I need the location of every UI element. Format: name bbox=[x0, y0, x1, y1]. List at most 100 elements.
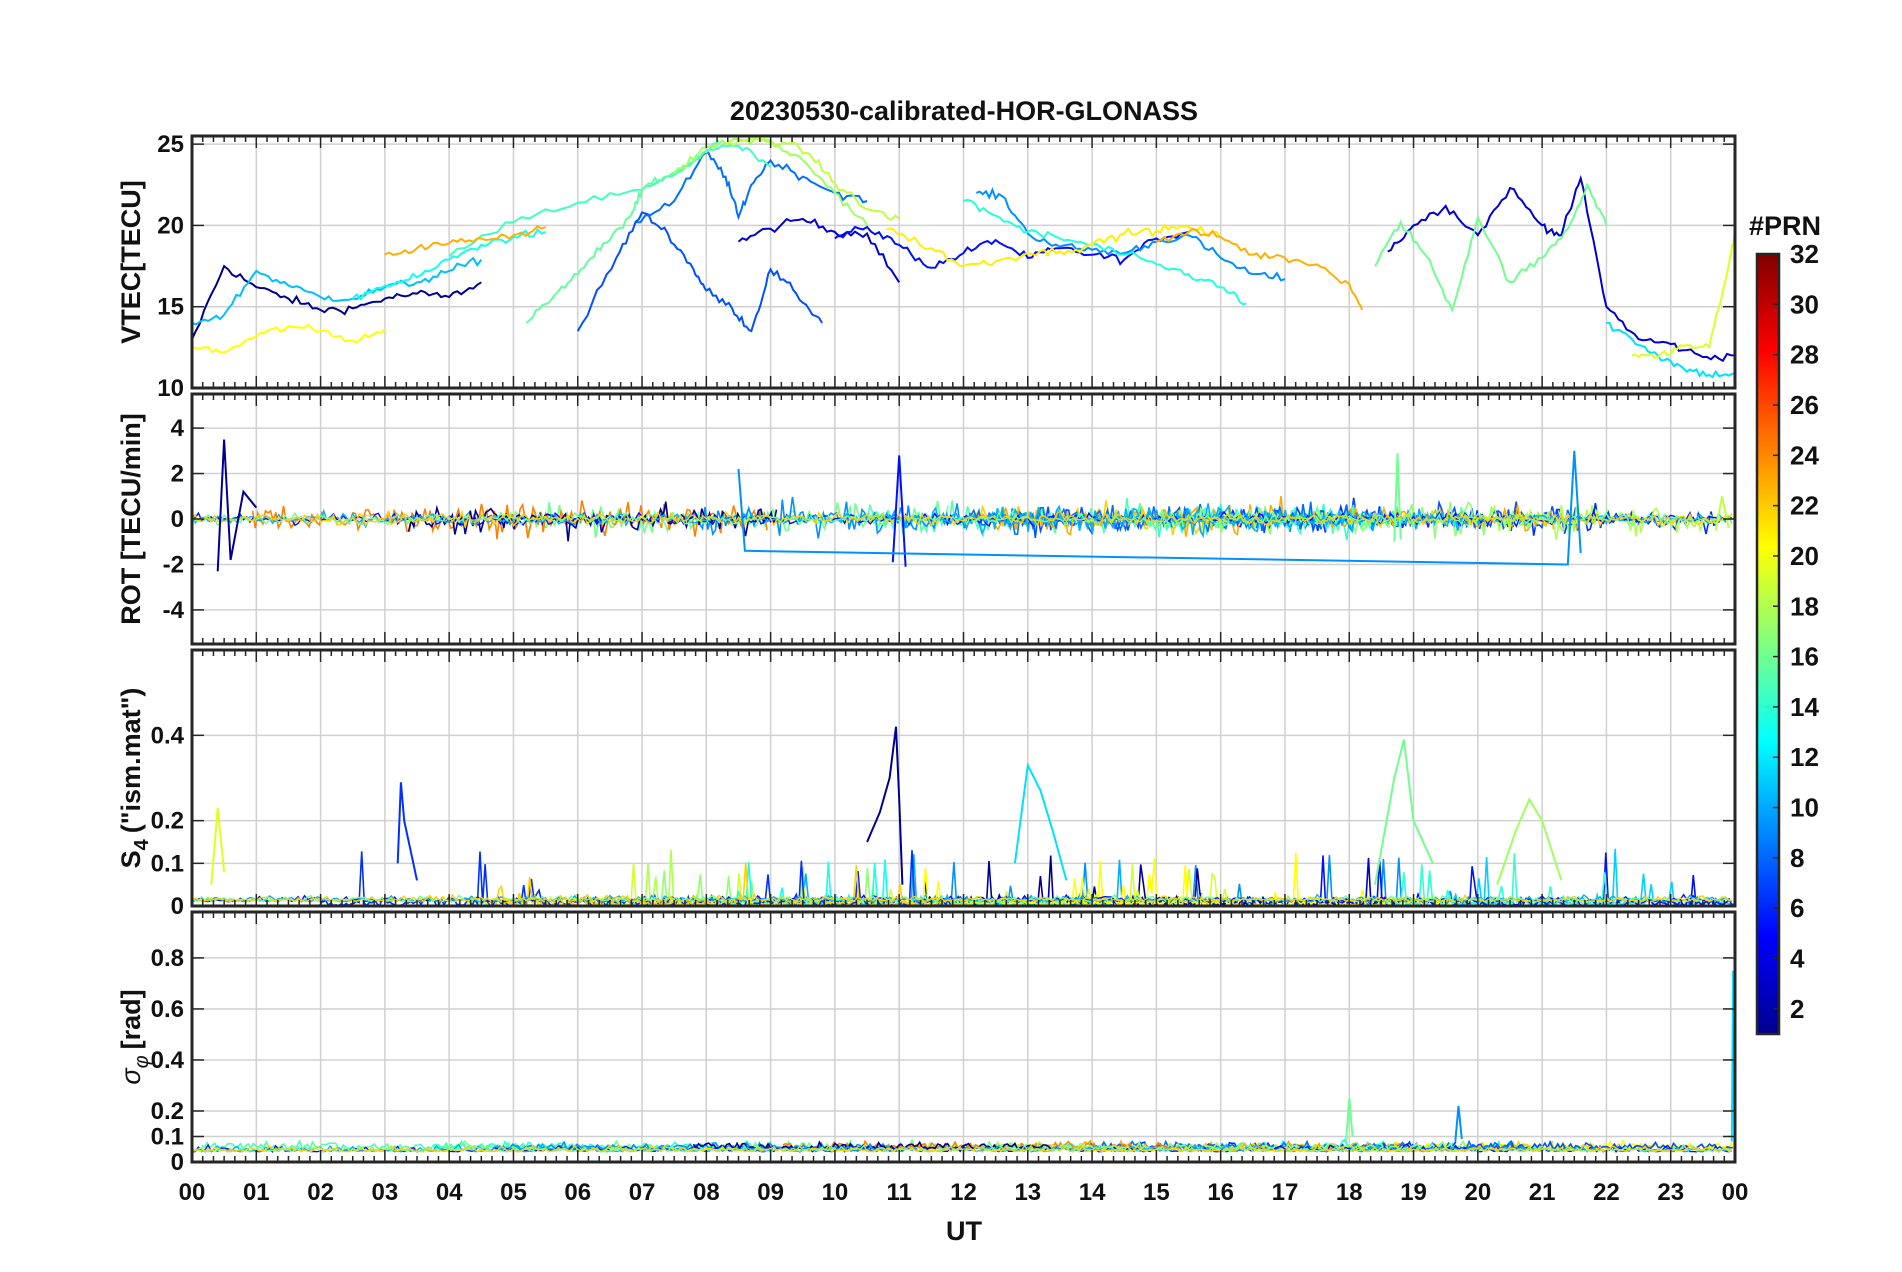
y-tick-label: 0 bbox=[171, 506, 184, 533]
x-tick-label: 01 bbox=[243, 1179, 270, 1206]
series-prn-19 bbox=[210, 807, 226, 885]
x-tick-label: 16 bbox=[1207, 1179, 1234, 1206]
series-prn-12 bbox=[1606, 321, 1735, 379]
series-prn-16 bbox=[1374, 739, 1434, 885]
colorbar-tick-label: 12 bbox=[1790, 742, 1819, 772]
x-tick-label: 09 bbox=[757, 1179, 784, 1206]
y-axis-label: S4 ("ism.mat") bbox=[116, 688, 153, 869]
panels: 10 15 20 25 VTEC[TECU] -4 -2 0 2 4 ROT [TECU/min] 0… bbox=[116, 131, 1737, 1176]
colorbar-tick-label: 30 bbox=[1790, 289, 1819, 319]
y-tick-label: 25 bbox=[157, 131, 184, 158]
x-tick-label: 07 bbox=[629, 1179, 656, 1206]
x-tick-label: 22 bbox=[1593, 1179, 1620, 1206]
colorbar-tick-label: 10 bbox=[1790, 793, 1819, 823]
y-tick-label: 0.4 bbox=[151, 1047, 185, 1074]
series-prn-1 bbox=[192, 264, 482, 340]
y-tick-label: 0.1 bbox=[151, 850, 184, 877]
y-tick-label: 0.4 bbox=[151, 722, 185, 749]
series-prn-18 bbox=[725, 136, 900, 222]
colorbar-gradient bbox=[1757, 254, 1779, 1034]
x-tick-label: 17 bbox=[1272, 1179, 1299, 1206]
y-tick-label: 0 bbox=[171, 1149, 184, 1176]
x-tick-label: 19 bbox=[1400, 1179, 1427, 1206]
y-axis-label-sub: φ bbox=[131, 1055, 153, 1068]
series-prn-15 bbox=[525, 140, 720, 324]
series-prn-1 bbox=[866, 726, 904, 885]
colorbar-tick-label: 8 bbox=[1790, 843, 1804, 873]
y-tick-label: 0.8 bbox=[151, 945, 184, 972]
colorbar-tick-label: 14 bbox=[1790, 692, 1819, 722]
series-prn-11 bbox=[192, 256, 483, 326]
y-tick-label: -2 bbox=[163, 551, 184, 578]
y-axis-label-tail: ("ism.mat") bbox=[116, 688, 146, 834]
trace-baseline bbox=[192, 508, 1733, 529]
x-tick-label: 18 bbox=[1336, 1179, 1363, 1206]
panel-rot: -4 -2 0 2 4 ROT [TECU/min] bbox=[116, 392, 1737, 646]
colorbar-label: #PRN bbox=[1749, 211, 1821, 241]
series-prn-8 bbox=[1454, 1105, 1463, 1142]
colorbar-tick-label: 32 bbox=[1790, 239, 1819, 269]
y-tick-label: -4 bbox=[163, 597, 185, 624]
y-axis-label: σφ [rad] bbox=[116, 989, 153, 1084]
series-prn-13 bbox=[351, 227, 547, 301]
colorbar-tick-label: 26 bbox=[1790, 390, 1819, 420]
series-prn-13 bbox=[963, 198, 1247, 306]
y-tick-label: 0 bbox=[171, 893, 184, 920]
colorbar-tick-label: 28 bbox=[1790, 340, 1819, 370]
x-tick-label: 15 bbox=[1143, 1179, 1170, 1206]
colorbar-tick-label: 24 bbox=[1790, 440, 1819, 470]
series-prn-16 bbox=[1393, 453, 1402, 542]
y-tick-label: 0.2 bbox=[151, 808, 184, 835]
x-tick-label: 00 bbox=[1722, 1179, 1749, 1206]
x-axis: 00 01 02 03 04 05 06 07 08 09 10 11 12 13 14 15 16 17 18 19… bbox=[179, 1179, 1749, 1206]
y-tick-label: 0.6 bbox=[151, 996, 184, 1023]
x-tick-label: 05 bbox=[500, 1179, 527, 1206]
series-prn-8 bbox=[737, 450, 1582, 566]
panel-s4: 0 0.1 0.2 0.4 S4 ("ism.mat") bbox=[116, 648, 1737, 920]
x-tick-label: 00 bbox=[179, 1179, 206, 1206]
data-lines bbox=[192, 136, 1735, 379]
series-prn-7 bbox=[635, 151, 868, 224]
y-axis-label-tail: [rad] bbox=[116, 989, 146, 1049]
series-prn-3 bbox=[1387, 174, 1735, 363]
x-tick-label: 23 bbox=[1657, 1179, 1684, 1206]
series-prn-5 bbox=[396, 782, 418, 881]
y-axis-label-main: σ bbox=[116, 1067, 146, 1085]
series-prn-1 bbox=[216, 439, 258, 572]
x-tick-label: 11 bbox=[887, 1179, 912, 1206]
series-prn-16 bbox=[1374, 182, 1608, 313]
panel-sigma: 00.10.2 0.4 0.6 0.8 σφ [rad] bbox=[116, 910, 1737, 1176]
y-tick-label: 2 bbox=[171, 461, 184, 488]
y-axis-label-sub: 4 bbox=[131, 838, 153, 850]
x-tick-label: 08 bbox=[693, 1179, 720, 1206]
series-prn-3 bbox=[737, 217, 901, 283]
series-prn-8 bbox=[976, 186, 1286, 282]
series-prn-20 bbox=[192, 323, 386, 354]
series-prn-22 bbox=[1156, 227, 1364, 311]
colorbar-tick-label: 20 bbox=[1790, 541, 1819, 571]
colorbar-frame bbox=[1755, 252, 1781, 1036]
colorbar-tick-label: 18 bbox=[1790, 591, 1819, 621]
y-axis-label: VTEC[TECU] bbox=[116, 180, 146, 344]
colorbar-tick-label: 4 bbox=[1790, 944, 1805, 974]
series-prn-18 bbox=[1714, 496, 1730, 531]
series-prn-19 bbox=[1631, 233, 1735, 360]
y-tick-label: 20 bbox=[157, 212, 184, 239]
y-axis-label: ROT [TECU/min] bbox=[116, 413, 146, 624]
series-prn-4 bbox=[891, 455, 907, 567]
x-tick-label: 03 bbox=[372, 1179, 399, 1206]
series-prn-17 bbox=[1496, 797, 1563, 886]
series-prn-4 bbox=[834, 225, 1189, 269]
colorbar-tick-label: 22 bbox=[1790, 491, 1819, 521]
colorbar-tick-label: 16 bbox=[1790, 642, 1819, 672]
colorbar-tick-label: 2 bbox=[1790, 994, 1804, 1024]
colorbar-tick-label: 6 bbox=[1790, 893, 1804, 923]
x-tick-label: 13 bbox=[1014, 1179, 1041, 1206]
x-tick-label: 20 bbox=[1464, 1179, 1491, 1206]
data-lines bbox=[192, 970, 1735, 1153]
x-tick-label: 21 bbox=[1529, 1179, 1556, 1206]
data-lines bbox=[192, 439, 1733, 572]
y-tick-label: 4 bbox=[171, 415, 185, 442]
